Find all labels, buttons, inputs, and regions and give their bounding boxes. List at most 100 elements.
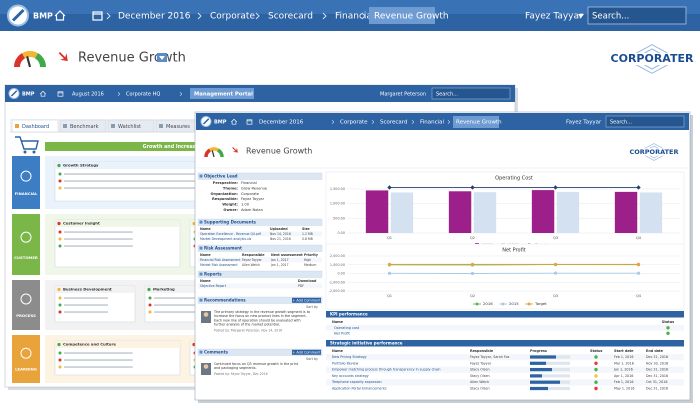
item-line bbox=[64, 231, 133, 233]
home-icon[interactable] bbox=[231, 118, 237, 125]
avatar bbox=[201, 363, 211, 375]
cell[interactable]: Objective Report bbox=[200, 284, 227, 288]
nav-period[interactable]: December 2016 bbox=[259, 120, 304, 126]
tab-label[interactable]: Dashboard bbox=[22, 124, 49, 130]
panel-header bbox=[197, 244, 323, 252]
initiative-name[interactable]: Application Portal Enhancements bbox=[332, 387, 387, 391]
section-header bbox=[326, 340, 684, 347]
row-bg bbox=[326, 330, 684, 336]
column-header: Status bbox=[590, 349, 602, 353]
objective-title[interactable]: Marketing bbox=[153, 287, 175, 292]
nav-logo-text[interactable]: BMP bbox=[22, 92, 35, 98]
legend-label[interactable]: Target bbox=[534, 301, 547, 306]
responsible: Stacy Olsen bbox=[470, 387, 490, 391]
portal-name[interactable]: Management Portal bbox=[194, 92, 253, 98]
breadcrumb[interactable]: Revenue Growth bbox=[374, 12, 449, 22]
add-button bbox=[292, 297, 321, 303]
status-dot bbox=[594, 367, 598, 372]
cell[interactable]: Market Risk Assessment bbox=[200, 263, 238, 267]
sort-label[interactable]: Sort by bbox=[306, 357, 318, 361]
objective-title[interactable]: Growth Strategy bbox=[63, 163, 99, 168]
home-icon[interactable] bbox=[40, 90, 46, 97]
field-value: Fayez Tayyar bbox=[241, 197, 265, 201]
progress-track bbox=[530, 361, 570, 365]
legend-label[interactable]: 2016 bbox=[483, 301, 493, 306]
column-header: Responsible bbox=[242, 253, 265, 257]
status-dot bbox=[594, 361, 598, 365]
initiative-name[interactable]: Telephone capacity expansion bbox=[331, 380, 382, 384]
objective-title[interactable]: Customer Insight bbox=[63, 221, 100, 226]
home-icon[interactable] bbox=[54, 10, 66, 21]
trend-arrow bbox=[232, 147, 238, 153]
breadcrumb[interactable]: Financial bbox=[335, 12, 374, 22]
nav-user[interactable]: Fayez Tayyar bbox=[525, 12, 583, 22]
column-header: Progress bbox=[530, 349, 547, 353]
initiative-name[interactable]: New Pricing Strategy bbox=[332, 355, 367, 359]
panel-toggle bbox=[199, 272, 203, 276]
tab[interactable] bbox=[11, 119, 59, 133]
row-bg bbox=[326, 354, 684, 361]
initiative-name[interactable]: Key accounts strategy bbox=[332, 374, 369, 378]
point-marker bbox=[636, 185, 641, 190]
initiative-name[interactable]: Empower matching process through transpa… bbox=[332, 368, 441, 372]
breadcrumb[interactable]: Financial bbox=[420, 120, 445, 126]
column-header: Name bbox=[200, 227, 211, 231]
objective-title[interactable]: Competence and Culture bbox=[63, 342, 116, 347]
page-title: Revenue Growth bbox=[78, 51, 186, 66]
add-button-label[interactable]: + Add Comment bbox=[292, 298, 321, 302]
cell[interactable]: Market Development analysis.xls bbox=[200, 237, 252, 241]
panel-toggle bbox=[199, 174, 203, 178]
status-dot bbox=[594, 386, 598, 391]
nav-user[interactable]: Fayez Tayyar bbox=[566, 120, 602, 126]
nav-user[interactable]: Margaret Peterson bbox=[380, 92, 426, 98]
cell[interactable]: Financial Risk Assessment bbox=[200, 258, 241, 262]
breadcrumb[interactable]: Corporate bbox=[340, 120, 368, 126]
sort-label[interactable]: Sort by bbox=[306, 305, 318, 309]
kpi-name[interactable]: Net Profit bbox=[334, 332, 351, 336]
point-marker bbox=[387, 271, 392, 275]
search-placeholder[interactable]: Search... bbox=[610, 120, 632, 126]
column-header: Start date bbox=[614, 349, 634, 353]
field-value: Adam Nolan bbox=[241, 208, 263, 212]
item-line bbox=[64, 173, 207, 175]
add-button-label[interactable]: + Add Comment bbox=[292, 350, 321, 354]
tab-label[interactable]: Benchmark bbox=[70, 124, 99, 130]
kpi-name[interactable]: Operating cost bbox=[334, 326, 360, 330]
tab[interactable] bbox=[59, 119, 107, 133]
cell[interactable]: Operation Excellence - Revenue Q4.pdf bbox=[200, 232, 262, 236]
chevron bbox=[197, 12, 202, 20]
tab-label[interactable]: Measures bbox=[166, 124, 190, 130]
status-dot bbox=[594, 374, 598, 378]
y-tick-label: 2,000.00 bbox=[330, 254, 345, 258]
nav-unit[interactable]: Corporate HQ bbox=[126, 92, 160, 98]
progress-bar bbox=[530, 374, 542, 378]
legend-label[interactable]: 2015 bbox=[509, 301, 519, 306]
objective-box[interactable] bbox=[54, 219, 181, 268]
field-value: Grow Revenue bbox=[241, 186, 268, 190]
item-status bbox=[58, 179, 62, 183]
tab-label[interactable]: Watchlist bbox=[118, 124, 141, 130]
item-status bbox=[58, 237, 62, 241]
nav-period[interactable]: December 2016 bbox=[118, 12, 191, 22]
breadcrumb[interactable]: Revenue Growth bbox=[456, 120, 502, 126]
search-placeholder[interactable]: Search... bbox=[592, 12, 629, 22]
calendar-icon bbox=[246, 119, 253, 125]
field-value: Corporate bbox=[241, 192, 260, 196]
logo-needle bbox=[202, 118, 210, 125]
objective-status bbox=[57, 287, 61, 292]
breadcrumb[interactable]: Scorecard bbox=[380, 120, 407, 126]
breadcrumb[interactable]: Scorecard bbox=[268, 12, 313, 22]
y-tick-label: 1,000.00 bbox=[330, 202, 345, 206]
breadcrumb[interactable]: Corporate bbox=[210, 12, 255, 22]
objective-header bbox=[55, 220, 180, 227]
objective-title[interactable]: Business Development bbox=[63, 287, 112, 292]
initiative-name[interactable]: Portfolio Review bbox=[332, 361, 359, 365]
row-bg bbox=[326, 325, 684, 331]
nav-period[interactable]: August 2016 bbox=[72, 92, 104, 98]
nav-logo-text[interactable]: BMP bbox=[33, 12, 53, 21]
comment-text: Each new line of operation should be eva… bbox=[214, 318, 301, 322]
section-title: KPI performance bbox=[330, 311, 368, 316]
search-placeholder[interactable]: Search... bbox=[436, 92, 458, 98]
nav-logo-text[interactable]: BMP bbox=[214, 120, 227, 126]
tab[interactable] bbox=[107, 119, 155, 133]
